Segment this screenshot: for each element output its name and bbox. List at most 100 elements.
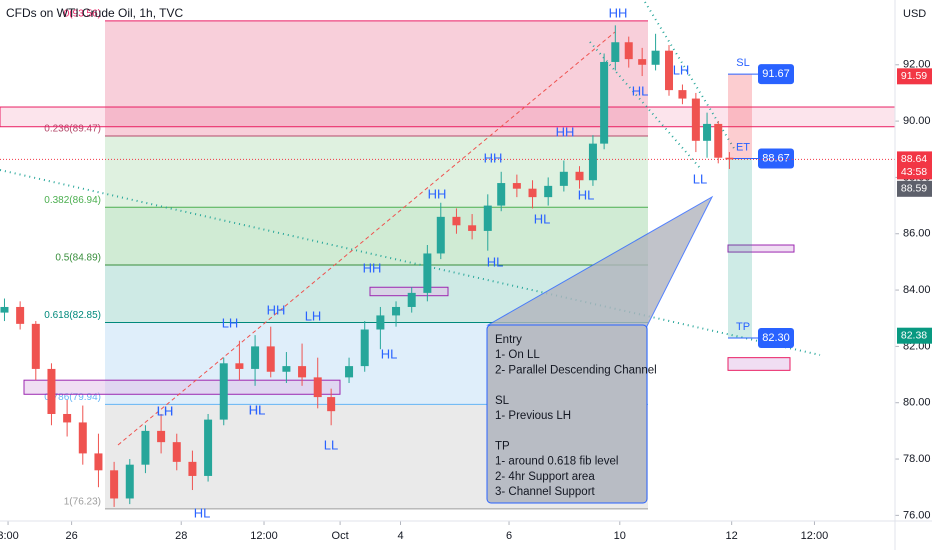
annotation: HL xyxy=(381,346,398,361)
zone xyxy=(727,244,795,253)
fib-label: 1(76.23) xyxy=(64,497,101,508)
note-box xyxy=(486,324,648,504)
candle-body xyxy=(436,216,445,254)
candle-body xyxy=(407,292,416,307)
fib-label: 0(93.56) xyxy=(64,8,101,19)
annotation: LL xyxy=(324,437,338,452)
candle-body xyxy=(703,123,712,141)
candle-body xyxy=(188,461,197,476)
candle-body xyxy=(392,306,401,316)
price-tag xyxy=(758,64,794,85)
candle-body xyxy=(638,59,647,65)
axis-badge-label: 88.64 xyxy=(901,153,927,165)
candle-body xyxy=(678,90,687,99)
annotation: HL xyxy=(194,505,211,520)
annotation: LH xyxy=(305,308,322,323)
position-label: ET xyxy=(736,141,750,153)
x-tick-label: 12:00 xyxy=(801,530,829,542)
annotation: LH xyxy=(222,315,239,330)
x-tick-label: 10 xyxy=(614,530,626,542)
price-tag-label: 88.67 xyxy=(762,152,790,164)
x-tick-label: Oct xyxy=(332,530,349,542)
note-line: 1- Previous LH xyxy=(495,410,571,422)
x-tick-label: 4 xyxy=(397,530,403,542)
annotation: LH xyxy=(673,62,690,77)
axis-badge xyxy=(897,68,932,85)
zone xyxy=(23,379,341,395)
candle-body xyxy=(665,50,674,91)
trend-line xyxy=(117,31,616,446)
x-tick-label: 12 xyxy=(726,530,738,542)
x-tick-label: 28 xyxy=(175,530,187,542)
channel-line xyxy=(0,169,821,356)
candle-body xyxy=(575,171,584,181)
candle-body xyxy=(691,98,700,141)
candle-body xyxy=(624,42,633,60)
candle-body xyxy=(483,205,492,231)
axis-badge xyxy=(897,180,932,197)
y-tick-label: 86.00 xyxy=(903,228,931,240)
annotation: HL xyxy=(487,254,504,269)
annotation: HL xyxy=(249,402,266,417)
axis-badge xyxy=(897,327,932,344)
candle-body xyxy=(282,366,291,372)
note-line: SL xyxy=(495,395,510,407)
fib-label: 0.5(84.89) xyxy=(55,253,101,264)
candle-body xyxy=(157,430,166,443)
candle-body xyxy=(47,368,56,414)
note-line: Entry xyxy=(495,334,522,346)
plot: 76.0078.0080.0082.0084.0086.0088.0090.00… xyxy=(0,1,932,542)
countdown: 43:58 xyxy=(901,166,927,178)
candle-body xyxy=(172,442,181,462)
candle-body xyxy=(376,315,385,330)
price-tag-label: 91.67 xyxy=(762,68,790,80)
candle-body xyxy=(78,422,87,454)
y-tick-label: 84.00 xyxy=(903,284,931,296)
candle-body xyxy=(63,413,72,423)
candle-body xyxy=(219,363,228,420)
annotation: HH xyxy=(556,124,575,139)
note-line: 2- 4hr Support area xyxy=(495,471,595,483)
x-tick-label: 3:00 xyxy=(0,530,19,542)
annotation: LH xyxy=(157,403,174,418)
note-line: 1- around 0.618 fib level xyxy=(495,456,618,468)
note-line: 2- Parallel Descending Channel xyxy=(495,364,657,376)
x-tick-label: 26 xyxy=(65,530,77,542)
annotation: HL xyxy=(249,402,266,417)
candle-body xyxy=(31,323,40,369)
annotation: HH xyxy=(363,260,382,275)
annotation: LL xyxy=(693,171,707,186)
stop-zone xyxy=(728,74,752,159)
annotation: HH xyxy=(484,150,503,165)
candle-body xyxy=(125,464,134,499)
chart-title: CFDs on WTI Crude Oil, 1h, TVC xyxy=(6,6,183,20)
y-tick-label: 92.00 xyxy=(903,59,931,71)
annotation: HH xyxy=(609,5,628,20)
axis-badge-label: 82.38 xyxy=(901,329,927,341)
candle-body xyxy=(327,397,336,412)
candle-body xyxy=(588,143,597,181)
candle-body xyxy=(141,430,150,465)
note-line: TP xyxy=(495,440,510,452)
candle-body xyxy=(204,419,213,476)
candle-body xyxy=(423,253,432,293)
candle-body xyxy=(512,183,521,189)
annotation: HL xyxy=(632,83,649,98)
y-tick-label: 78.00 xyxy=(903,453,931,465)
fib-zone xyxy=(105,136,648,208)
candle-body xyxy=(345,366,354,378)
axis-badge-label: 91.59 xyxy=(901,70,927,82)
fib-label: 0.382(86.94) xyxy=(44,195,101,206)
fib-label: 0.236(89.47) xyxy=(44,124,101,135)
candle-body xyxy=(714,123,723,158)
annotation: LH xyxy=(157,403,174,418)
zone xyxy=(727,357,791,371)
note-line: 1- On LL xyxy=(495,349,540,361)
position-label: SL xyxy=(736,57,749,69)
fib-zone xyxy=(105,207,648,266)
candle-body xyxy=(497,183,506,206)
y-tick-label: 76.00 xyxy=(903,509,931,521)
candle-body xyxy=(559,171,568,186)
annotation: HH xyxy=(267,302,286,317)
